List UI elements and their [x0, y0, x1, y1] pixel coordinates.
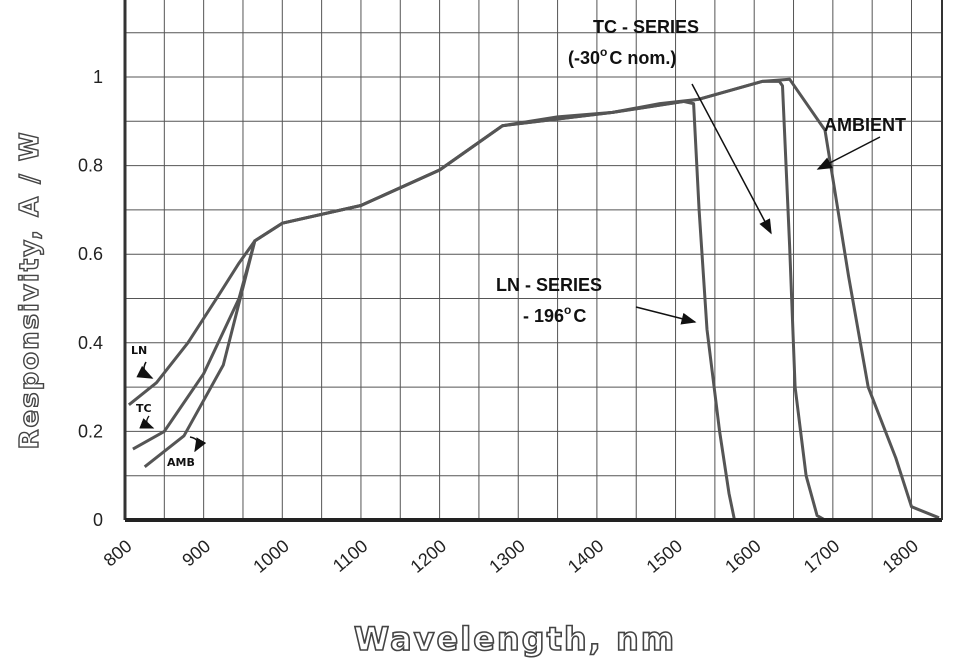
y-axis-title: Responsivity, A / W — [15, 130, 45, 449]
ln-series-temp-label: - 196o C — [523, 303, 586, 326]
x-tick-label: 1700 — [800, 536, 844, 577]
x-tick-label: 1800 — [879, 536, 923, 577]
y-tick-label: 0.8 — [78, 156, 103, 176]
ln-pointer-icon — [136, 361, 154, 379]
tc-series-temp-label: (-30o C nom.) — [568, 45, 676, 68]
grid — [124, 0, 942, 520]
tc-arrow — [691, 83, 772, 235]
x-tick-label: 1500 — [643, 536, 687, 577]
amb-pointer-icon — [189, 436, 207, 453]
ln-arrow — [635, 306, 697, 325]
ambient-label: AMBIENT — [824, 115, 906, 135]
tc-series-label: TC - SERIES — [593, 17, 699, 37]
ln-curve-small-label: LN — [131, 344, 147, 357]
x-tick-label: 1400 — [564, 536, 608, 577]
x-tick-label: 900 — [178, 536, 214, 571]
x-tick-label: 1300 — [485, 536, 529, 577]
y-tick-label: 0.6 — [78, 244, 103, 264]
x-tick-label: 1200 — [407, 536, 451, 577]
y-tick-label: 1 — [93, 67, 103, 87]
tc-pointer-icon — [139, 415, 155, 429]
y-tick-label: 0 — [93, 510, 103, 530]
x-tick-label: 1600 — [721, 536, 765, 577]
x-tick-label: 1000 — [249, 536, 293, 577]
x-tick-label: 1100 — [329, 536, 372, 576]
y-tick-label: 0.2 — [78, 421, 103, 441]
tc-curve-small-label: TC — [136, 402, 152, 415]
amb-curve-small-label: AMB — [167, 456, 195, 469]
series-layer — [127, 77, 940, 522]
x-axis-title: Wavelength, nm — [354, 620, 676, 658]
ln-series-label: LN - SERIES — [496, 275, 602, 295]
x-tick-label: 800 — [100, 536, 136, 571]
series-line-ln-series — [127, 99, 736, 521]
y-tick-label: 0.4 — [78, 333, 103, 353]
ambient-arrow — [816, 136, 881, 170]
tick-labels: 800 900 1000 1100 1200 1300 1400 1500 1600 1700 18… — [78, 67, 922, 577]
